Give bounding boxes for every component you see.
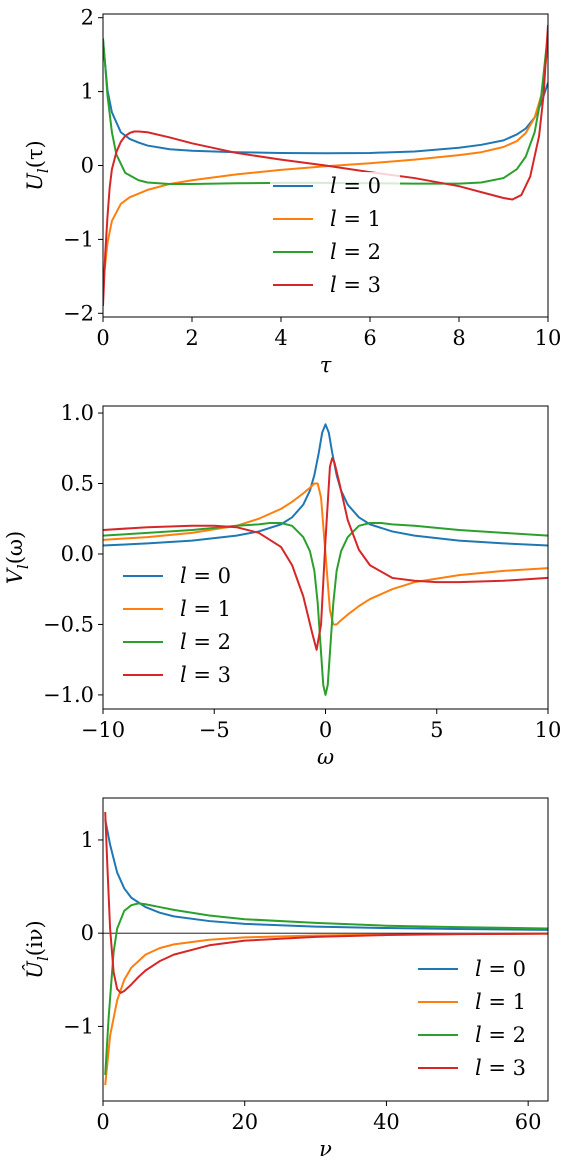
- y-tick-label: 0.0: [61, 542, 94, 566]
- x-tick-label: 40: [373, 1110, 400, 1134]
- y-tick-label: −1: [63, 1014, 94, 1038]
- legend-entry-label: l = 1: [475, 990, 526, 1014]
- legend: l = 0 l = 1 l = 2 l = 3: [415, 955, 545, 1089]
- x-tick-label: −5: [199, 718, 230, 742]
- x-axis-label: ω: [317, 745, 334, 769]
- legend-box: [120, 562, 250, 696]
- y-tick-label: 1: [81, 80, 94, 104]
- series-line-l0: [103, 423, 548, 547]
- x-tick-label: 10: [535, 718, 562, 742]
- legend-entry-label: l = 3: [330, 273, 381, 297]
- series-line-l0: [104, 819, 548, 931]
- series-line-l2: [104, 902, 548, 1075]
- legend: l = 0 l = 1 l = 2 l = 3: [120, 562, 250, 696]
- x-tick-label: 8: [452, 326, 465, 350]
- x-tick-label: 4: [274, 326, 287, 350]
- legend-entry-label: l = 3: [180, 663, 231, 687]
- x-tick-label: 0: [96, 1110, 109, 1134]
- x-tick-label: 0: [319, 718, 332, 742]
- chart-panel-top: 0 2 4 6 8 10 −2 −1 0 1 2 τ Ul(τ) l = 0 l = 1 l = 2 l = 3: [23, 6, 561, 377]
- y-tick-label: 0.5: [61, 472, 94, 496]
- x-tick-label: 20: [231, 1110, 258, 1134]
- legend-box: [415, 955, 545, 1089]
- series-line-l2: [103, 521, 548, 696]
- legend-entry-label: l = 0: [475, 957, 526, 981]
- y-tick-label: −2: [63, 301, 94, 325]
- legend-entry-label: l = 2: [180, 630, 231, 654]
- series-line-l3: [103, 457, 548, 651]
- legend-entry-label: l = 2: [330, 240, 381, 264]
- legend-entry-label: l = 1: [180, 597, 231, 621]
- x-axis-label: τ: [320, 353, 332, 377]
- y-tick-label: 1.0: [61, 401, 94, 425]
- axes-frame: [102, 797, 549, 1102]
- x-tick-label: 6: [363, 326, 376, 350]
- y-axis-label: Ûl(iν): [22, 920, 52, 978]
- x-tick-label: 10: [535, 326, 562, 350]
- y-tick-label: −1: [63, 227, 94, 251]
- legend-box: [270, 172, 400, 306]
- x-axis-label: ν: [319, 1137, 332, 1161]
- x-tick-label: 0: [96, 326, 109, 350]
- y-axis-label: Vl(ω): [3, 531, 32, 585]
- x-tick-label: 60: [515, 1110, 542, 1134]
- series-line-l3: [103, 25, 548, 306]
- legend-entry-label: l = 1: [330, 207, 381, 231]
- chart-panel-bottom: 0 20 40 60 −1 0 1 ν Ûl(iν) l = 0 l = 1 l = 2 l = 3: [22, 797, 549, 1161]
- series-line-l0: [103, 39, 548, 155]
- y-tick-label: 0: [81, 921, 94, 945]
- y-axis-label: Ul(τ): [23, 140, 52, 191]
- series-line-l2: [103, 32, 548, 185]
- legend: l = 0 l = 1 l = 2 l = 3: [270, 172, 400, 306]
- y-tick-label: −0.5: [43, 612, 94, 636]
- series-line-l3: [104, 811, 548, 994]
- legend-entry-label: l = 2: [475, 1023, 526, 1047]
- y-tick-label: −1.0: [43, 683, 94, 707]
- x-tick-label: −10: [81, 718, 125, 742]
- x-tick-label: 5: [430, 718, 443, 742]
- legend-entry-label: l = 3: [475, 1056, 526, 1080]
- legend-entry-label: l = 0: [180, 564, 231, 588]
- y-tick-label: 2: [81, 6, 94, 30]
- legend-entry-label: l = 0: [330, 174, 381, 198]
- y-tick-label: 1: [81, 828, 94, 852]
- y-tick-label: 0: [81, 154, 94, 178]
- x-tick-label: 2: [185, 326, 198, 350]
